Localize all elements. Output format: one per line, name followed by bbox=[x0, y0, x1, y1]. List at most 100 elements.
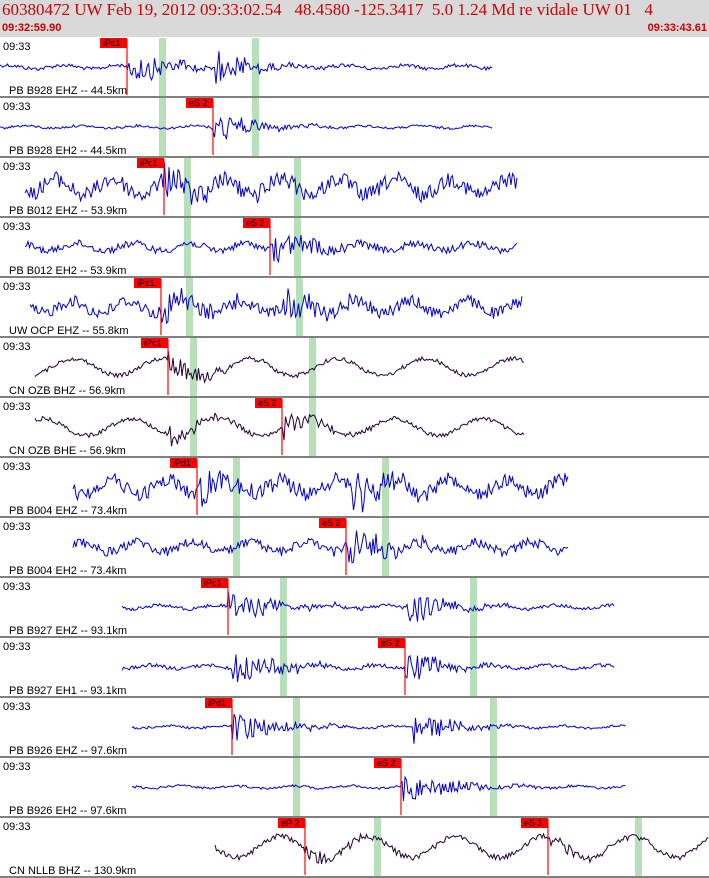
trace-time-label: 09:33 bbox=[3, 221, 31, 233]
pick-label: eS 2 bbox=[322, 518, 341, 528]
pick-label: eS 2 bbox=[246, 218, 265, 228]
time-window-marker bbox=[293, 758, 300, 816]
trace-time-label: 09:33 bbox=[3, 461, 31, 473]
trace-station-label: PB B926 EHZ -- 97.6km bbox=[9, 745, 127, 757]
pick-label: iPc1 bbox=[140, 158, 158, 168]
time-window-marker bbox=[233, 458, 240, 516]
trace-time-label: 09:33 bbox=[3, 521, 31, 533]
time-window-marker bbox=[184, 218, 191, 276]
event-title: 60380472 UW Feb 19, 2012 09:33:02.54 48.… bbox=[2, 0, 653, 19]
trace-time-label: 09:33 bbox=[3, 401, 31, 413]
waveform-trace bbox=[121, 592, 615, 622]
time-window-marker bbox=[280, 578, 287, 636]
pick-label: iPc1 bbox=[144, 338, 162, 348]
waveform-trace bbox=[214, 832, 709, 865]
waveform-trace bbox=[34, 412, 525, 447]
time-window-marker bbox=[309, 338, 316, 396]
trace-time-label: 09:33 bbox=[3, 161, 31, 173]
waveform-trace bbox=[72, 470, 569, 513]
time-window-marker bbox=[190, 338, 197, 396]
trace-station-label: PB B928 EHZ -- 44.5km bbox=[9, 85, 127, 97]
time-window-marker bbox=[294, 218, 301, 276]
trace-time-label: 09:33 bbox=[3, 761, 31, 773]
trace-time-label: 09:33 bbox=[3, 341, 31, 353]
trace-station-label: PB B928 EH2 -- 44.5km bbox=[9, 145, 126, 157]
pick-flag bbox=[186, 98, 213, 108]
time-window-marker bbox=[159, 38, 166, 96]
time-window-marker bbox=[296, 278, 303, 336]
pick-flag bbox=[205, 698, 232, 708]
pick-label: eS 2 bbox=[189, 98, 208, 108]
time-window-marker bbox=[490, 758, 497, 816]
time-window-marker bbox=[374, 818, 381, 876]
trace-station-label: PB B012 EHZ -- 53.9km bbox=[9, 205, 127, 217]
trace-station-label: CN NLLB BHZ -- 130.9km bbox=[9, 865, 136, 877]
trace-time-label: 09:33 bbox=[3, 581, 31, 593]
event-header: 60380472 UW Feb 19, 2012 09:33:02.54 48.… bbox=[0, 0, 709, 37]
pick-label: iPc1 bbox=[103, 38, 121, 48]
trace-time-label: 09:33 bbox=[3, 821, 31, 833]
end-time: 09:33:43.61 bbox=[647, 22, 707, 34]
waveform-trace bbox=[131, 775, 626, 802]
trace-station-label: UW OCP EHZ -- 55.8km bbox=[9, 325, 129, 337]
trace-time-label: 09:33 bbox=[3, 641, 31, 653]
time-window-marker bbox=[186, 278, 193, 336]
pick-flag bbox=[201, 578, 228, 588]
pick-flag bbox=[243, 218, 270, 228]
time-window-marker bbox=[252, 98, 259, 156]
time-window-marker bbox=[382, 518, 389, 576]
trace-station-label: CN OZB BHE -- 56.9km bbox=[9, 445, 126, 457]
pick-label: iPd1 bbox=[208, 698, 226, 708]
pick-label: eP 2 bbox=[281, 818, 299, 828]
pick-flag bbox=[319, 518, 346, 528]
trace-station-label: PB B004 EH2 -- 73.4km bbox=[9, 565, 126, 577]
trace-station-label: CN OZB BHZ -- 56.9km bbox=[9, 385, 125, 397]
waveform-trace bbox=[29, 288, 523, 325]
time-window-marker bbox=[184, 158, 191, 216]
trace-station-label: PB B012 EH2 -- 53.9km bbox=[9, 265, 126, 277]
waveform-trace bbox=[24, 234, 518, 264]
waveform-trace bbox=[24, 162, 518, 205]
pick-flag bbox=[141, 338, 168, 348]
waveform-trace bbox=[131, 713, 626, 744]
trace-station-label: PB B927 EH1 -- 93.1km bbox=[9, 685, 126, 697]
trace-time-label: 09:33 bbox=[3, 101, 31, 113]
pick-label: eS 2 bbox=[524, 818, 543, 828]
pick-label: eS 2 bbox=[258, 398, 277, 408]
waveform-trace bbox=[0, 116, 493, 140]
time-window-marker bbox=[490, 698, 497, 756]
trace-station-label: PB B004 EHZ -- 73.4km bbox=[9, 505, 127, 517]
time-window-marker bbox=[309, 398, 316, 456]
pick-flag bbox=[255, 398, 282, 408]
trace-station-label: PB B927 EHZ -- 93.1km bbox=[9, 625, 127, 637]
pick-label: eS 2 bbox=[377, 758, 396, 768]
trace-station-label: PB B926 EH2 -- 97.6km bbox=[9, 805, 126, 817]
pick-label: iPc1 bbox=[137, 278, 155, 288]
pick-label: eS 2 bbox=[381, 638, 400, 648]
pick-flag bbox=[278, 818, 305, 828]
pick-flag bbox=[134, 278, 161, 288]
time-window-marker bbox=[159, 98, 166, 156]
waveform-trace bbox=[0, 51, 493, 84]
pick-flag bbox=[170, 458, 197, 468]
start-time: 09:32:59.90 bbox=[2, 22, 62, 34]
trace-time-label: 09:33 bbox=[3, 701, 31, 713]
time-window-marker bbox=[635, 818, 642, 876]
pick-flag bbox=[521, 818, 548, 828]
trace-time-label: 09:33 bbox=[3, 41, 31, 53]
time-window-marker bbox=[190, 398, 197, 456]
trace-time-label: 09:33 bbox=[3, 281, 31, 293]
pick-flag bbox=[137, 158, 164, 168]
time-window-marker bbox=[294, 158, 301, 216]
pick-label: iPc1 bbox=[204, 578, 222, 588]
pick-flag bbox=[374, 758, 401, 768]
waveform-trace bbox=[72, 530, 569, 564]
waveform-trace bbox=[121, 654, 615, 683]
time-window-marker bbox=[382, 458, 389, 516]
pick-flag bbox=[100, 38, 127, 48]
pick-label: iPd1 bbox=[173, 458, 191, 468]
seismogram-panel: iPc1 09:33 PB B928 EHZ -- 44.5km eS 2 09:33 P… bbox=[0, 38, 709, 878]
waveform-trace bbox=[34, 351, 525, 384]
pick-flag bbox=[378, 638, 405, 648]
time-window-marker bbox=[470, 578, 477, 636]
